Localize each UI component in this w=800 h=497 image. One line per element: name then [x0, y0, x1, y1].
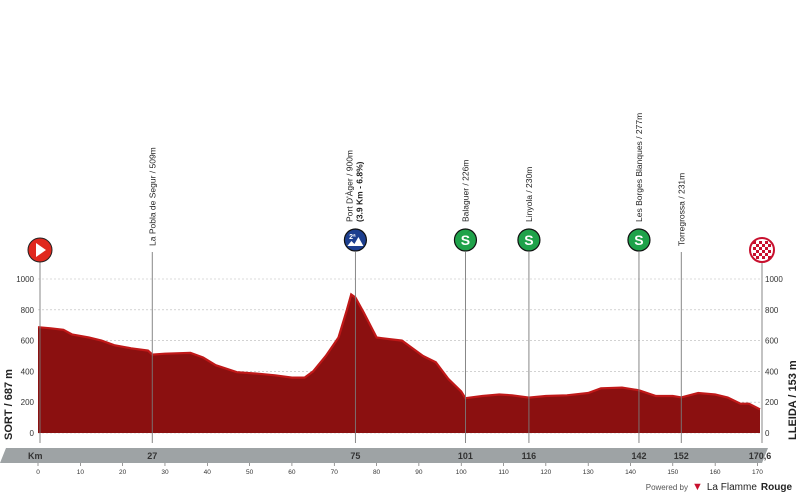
- checker-cell: [759, 247, 762, 250]
- start-label: SORT / 687 m: [3, 369, 15, 440]
- checker-cell: [753, 247, 756, 250]
- x-tick-label: 140: [625, 469, 636, 476]
- waypoints: La Pobla de Segur / 509m 2ª Port D'Àger / …: [147, 113, 686, 443]
- checker-cell: [753, 241, 756, 244]
- mountain-glyph-icon: [347, 237, 364, 246]
- km-band-bar: [0, 448, 768, 463]
- sprint-badge-text: S: [524, 232, 533, 248]
- brand-name-a: La Flamme: [706, 481, 757, 493]
- x-tick-label: 30: [161, 469, 169, 476]
- checker-cell: [762, 256, 765, 259]
- y-tick-label-right: 200: [765, 398, 779, 407]
- waypoint-label: La Pobla de Segur / 509m: [147, 147, 157, 246]
- km-band-mark: 142: [631, 451, 646, 461]
- x-tick-label: 50: [246, 469, 254, 476]
- checker-cell: [765, 247, 768, 250]
- waypoint-label: Balaguer / 226m: [460, 160, 470, 222]
- waypoint-116: S Linyola / 230m: [517, 167, 541, 443]
- y-tick-label-right: 800: [765, 306, 779, 315]
- waypoint-75: 2ª Port D'Àger / 900m (3.9 Km - 6.8%): [343, 150, 368, 443]
- km-band-mark: 170,6: [749, 451, 772, 461]
- elevation-area: [38, 294, 760, 433]
- x-tick-label: 10: [77, 469, 85, 476]
- x-tick-label: 90: [415, 469, 423, 476]
- y-tick-label-left: 1000: [16, 275, 34, 284]
- climb-badge-text: 2ª: [349, 234, 356, 241]
- checker-cell: [768, 250, 771, 253]
- checker-cell: [768, 256, 771, 259]
- waypoint-27: La Pobla de Segur / 509m: [147, 147, 157, 443]
- y-axis-left: 0 200 400 600 800 1000: [16, 275, 34, 438]
- finish-icon: [749, 237, 775, 263]
- sprint-icon: [453, 228, 478, 252]
- checker-cell: [765, 241, 768, 244]
- x-tick-label: 130: [583, 469, 594, 476]
- checker-cell: [753, 253, 756, 256]
- km-band-mark: 75: [350, 451, 360, 461]
- waypoint-101: S Balaguer / 226m: [453, 160, 478, 443]
- x-tick-label: 170: [752, 469, 763, 476]
- km-band: Km 27 75 101 116 142 152 170,6: [0, 448, 771, 463]
- x-tick-label: 20: [119, 469, 127, 476]
- y-tick-label-right: 400: [765, 367, 779, 376]
- sprint-icon: [517, 228, 541, 252]
- sprint-icon: [627, 228, 651, 252]
- waypoint-sublabel: (3.9 Km - 6.8%): [354, 161, 364, 222]
- y-tick-label-right: 1000: [765, 275, 783, 284]
- play-icon: [36, 243, 46, 257]
- footer-credit: Powered by ▼ La Flamme Rouge: [646, 481, 792, 493]
- x-tick-label: 70: [331, 469, 339, 476]
- y-tick-label-left: 400: [21, 367, 35, 376]
- sprint-badge-text: S: [461, 232, 470, 248]
- x-axis: 0 10 20 30 40 50 60 70 80 90 100 110 120 130 140 150 160…: [36, 463, 763, 476]
- y-tick-label-left: 800: [21, 306, 35, 315]
- finish-label: LLEIDA / 153 m: [787, 360, 799, 440]
- km-band-mark: 101: [458, 451, 473, 461]
- checker-cell: [756, 250, 759, 253]
- elevation-ridge: [37, 292, 761, 411]
- edge-markers: SORT / 687 m LLEIDA / 153 m: [3, 237, 799, 443]
- waypoint-label: Les Borges Blanques / 277m: [634, 113, 644, 222]
- y-tick-label-right: 0: [765, 429, 770, 438]
- waypoint-label: Port D'Àger / 900m: [344, 150, 354, 222]
- brand-name-b: Rouge: [760, 481, 792, 493]
- checker-cell: [759, 241, 762, 244]
- checker-cell: [765, 253, 768, 256]
- checker-cell: [756, 256, 759, 259]
- checker-cell: [756, 244, 759, 247]
- km-band-mark: 116: [522, 451, 537, 461]
- x-tick-label: 120: [540, 469, 551, 476]
- x-tick-label: 60: [288, 469, 296, 476]
- y-tick-label-right: 600: [765, 337, 779, 346]
- y-axis-right: 0 200 400 600 800 1000: [765, 275, 783, 438]
- waypoint-152: Torregrossa / 231m: [676, 173, 686, 443]
- checker-cell: [762, 244, 765, 247]
- x-tick-label: 150: [667, 469, 678, 476]
- waypoint-label: Linyola / 230m: [524, 167, 534, 222]
- waypoint-label: Torregrossa / 231m: [676, 173, 686, 246]
- checker-cell: [768, 244, 771, 247]
- x-tick-label: 160: [710, 469, 721, 476]
- km-band-label: Km: [28, 451, 43, 461]
- km-band-mark: 27: [147, 451, 157, 461]
- km-band-mark: 152: [674, 451, 689, 461]
- x-tick-label: 40: [204, 469, 212, 476]
- y-tick-label-left: 200: [21, 398, 35, 407]
- x-tick-label: 100: [456, 469, 467, 476]
- sprint-badge-text: S: [634, 232, 643, 248]
- waypoint-142: S Les Borges Blanques / 277m: [627, 113, 651, 443]
- flamme-rouge-logo-icon: ▼: [691, 481, 703, 493]
- x-tick-label: 80: [373, 469, 381, 476]
- y-tick-label-left: 0: [30, 429, 35, 438]
- x-tick-label: 110: [498, 469, 509, 476]
- powered-by-text: Powered by: [645, 482, 688, 492]
- checker-cell: [759, 253, 762, 256]
- checker-cell: [762, 250, 765, 253]
- y-tick-label-left: 600: [21, 337, 35, 346]
- x-tick-label: 0: [36, 469, 40, 476]
